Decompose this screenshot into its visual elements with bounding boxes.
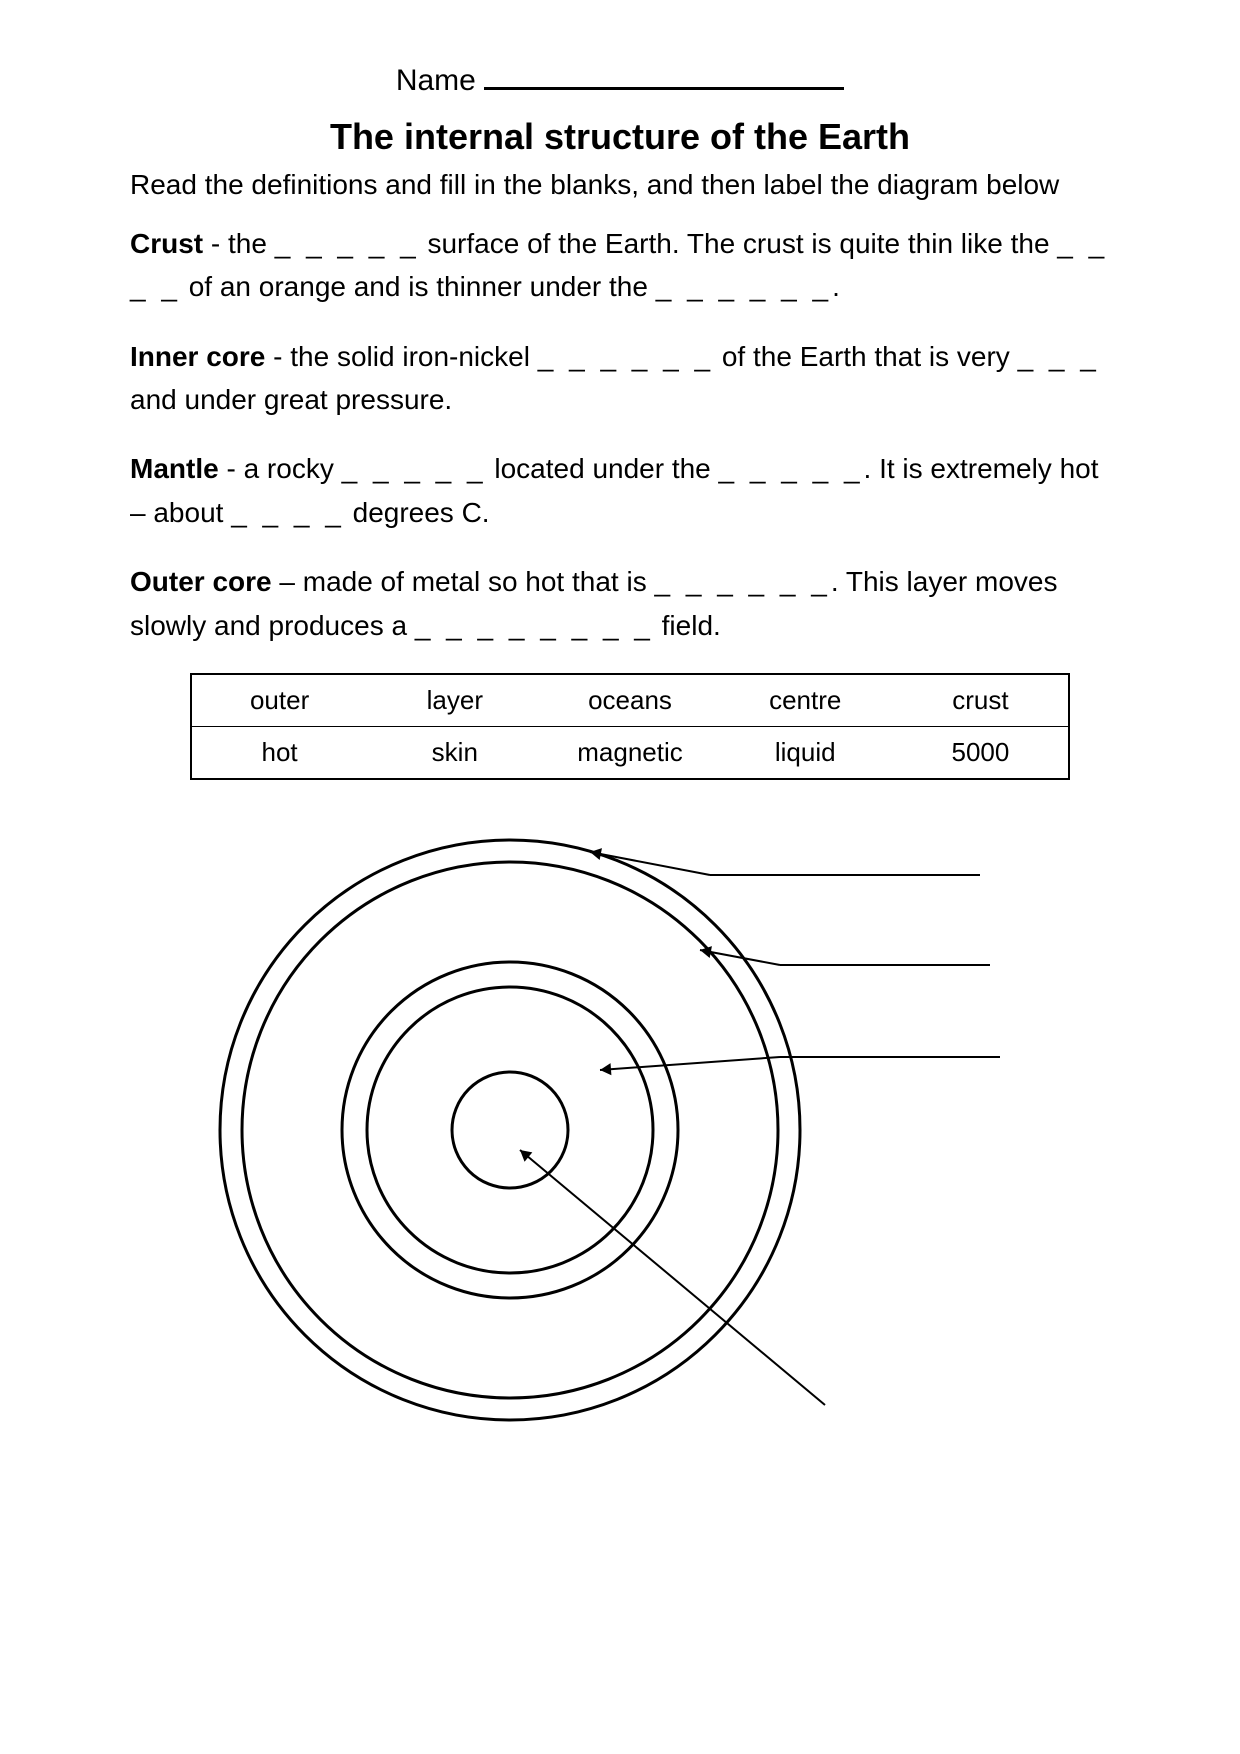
earth-diagram-container — [130, 820, 1110, 1440]
word-bank-cell: outer — [192, 675, 367, 727]
definition-outer-core: Outer core – made of metal so hot that i… — [130, 560, 1110, 647]
name-field-line: Name — [130, 60, 1110, 98]
crust-blank3[interactable]: _ _ _ _ _ _ — [656, 271, 832, 302]
word-bank-row: outer layer oceans centre crust — [192, 675, 1068, 727]
inner-core-seg3: and under great pressure. — [130, 384, 452, 415]
name-label: Name — [396, 64, 476, 97]
crust-seg3: of an orange and is thinner under the — [181, 271, 656, 302]
mantle-blank1[interactable]: _ _ _ _ _ — [342, 453, 487, 484]
outer-core-blank2[interactable]: _ _ _ _ _ _ _ _ — [415, 610, 654, 641]
crust-blank1[interactable]: _ _ _ _ _ — [275, 228, 420, 259]
inner-core-seg1: - the solid iron-nickel — [265, 341, 537, 372]
outer-core-blank1[interactable]: _ _ _ _ _ _ — [654, 566, 830, 597]
term-outer-core: Outer core — [130, 566, 272, 597]
term-crust: Crust — [130, 228, 203, 259]
word-bank-cell: skin — [367, 727, 542, 778]
word-bank-cell: magnetic — [542, 727, 717, 778]
definition-inner-core: Inner core - the solid iron-nickel _ _ _… — [130, 335, 1110, 422]
outer-core-seg3: field. — [654, 610, 721, 641]
mantle-seg1: - a rocky — [219, 453, 342, 484]
definition-mantle: Mantle - a rocky _ _ _ _ _ located under… — [130, 447, 1110, 534]
word-bank-cell: layer — [367, 675, 542, 727]
definition-crust: Crust - the _ _ _ _ _ surface of the Ear… — [130, 222, 1110, 309]
crust-seg1: - the — [203, 228, 275, 259]
worksheet-page: Name The internal structure of the Earth… — [0, 0, 1240, 1754]
mantle-blank2[interactable]: _ _ _ _ _ — [719, 453, 864, 484]
crust-seg2: surface of the Earth. The crust is quite… — [420, 228, 1058, 259]
page-title: The internal structure of the Earth — [130, 116, 1110, 158]
mantle-blank3[interactable]: _ _ _ _ — [231, 497, 345, 528]
word-bank-cell: centre — [718, 675, 893, 727]
inner-core-blank1[interactable]: _ _ _ _ _ _ — [538, 341, 714, 372]
outer-core-seg1: – made of metal so hot that is — [272, 566, 655, 597]
inner-core-seg2: of the Earth that is very — [714, 341, 1017, 372]
crust-seg4: . — [832, 271, 840, 302]
word-bank-cell: 5000 — [893, 727, 1068, 778]
mantle-seg4: degrees C. — [345, 497, 490, 528]
term-mantle: Mantle — [130, 453, 219, 484]
earth-layers-diagram — [210, 820, 1030, 1440]
name-blank-line[interactable] — [484, 60, 844, 90]
term-inner-core: Inner core — [130, 341, 265, 372]
word-bank-cell: hot — [192, 727, 367, 778]
word-bank-cell: oceans — [542, 675, 717, 727]
word-bank-cell: crust — [893, 675, 1068, 727]
inner-core-blank2[interactable]: _ _ _ — [1018, 341, 1100, 372]
word-bank-row: hot skin magnetic liquid 5000 — [192, 727, 1068, 778]
word-bank-cell: liquid — [718, 727, 893, 778]
word-bank-table: outer layer oceans centre crust hot skin… — [190, 673, 1070, 780]
mantle-seg2: located under the — [487, 453, 719, 484]
instructions-text: Read the definitions and fill in the bla… — [130, 166, 1110, 204]
